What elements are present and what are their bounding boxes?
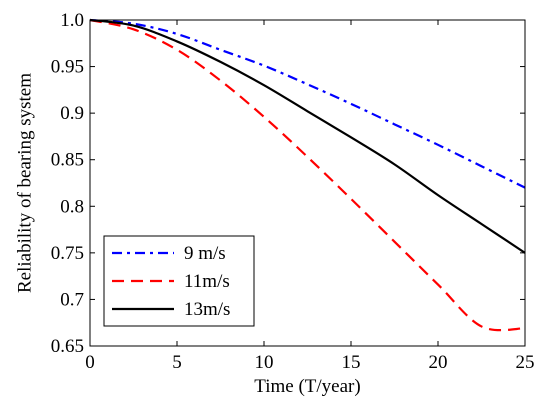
x-tick-label: 15 (342, 352, 361, 373)
series-line-1 (89, 18, 526, 332)
x-tick-label: 0 (85, 352, 95, 373)
y-tick-label: 0.75 (51, 243, 84, 264)
y-tick-label: 0.65 (51, 336, 84, 357)
y-axis-label: Reliability of bearing system (14, 73, 35, 293)
plot-frame (89, 19, 526, 347)
y-tick-label: 0.95 (51, 57, 84, 78)
y-tick-label: 1.0 (60, 10, 84, 31)
y-tick-label: 0.7 (60, 289, 84, 310)
series-line-2 (89, 18, 526, 254)
x-tick-label: 20 (429, 352, 448, 373)
x-axis-label: Time (T/year) (254, 376, 360, 397)
legend: 9 m/s 11m/s 13m/s (103, 235, 255, 327)
legend-box (103, 235, 255, 327)
x-axis-ticks: 0 5 10 15 20 25 (85, 20, 535, 373)
x-tick-label: 5 (172, 352, 182, 373)
legend-label: 9 m/s (184, 243, 226, 264)
legend-label: 13m/s (184, 299, 230, 320)
y-tick-label: 0.8 (60, 196, 84, 217)
x-tick-label: 25 (516, 352, 535, 373)
x-tick-label: 10 (255, 352, 274, 373)
y-axis-ticks: 0.65 0.7 0.75 0.8 0.85 0.9 0.95 1.0 (51, 10, 525, 357)
series-line-0 (89, 18, 526, 189)
legend-label: 11m/s (184, 271, 230, 292)
series-layer (89, 18, 526, 332)
y-tick-label: 0.9 (60, 103, 84, 124)
y-tick-label: 0.85 (51, 150, 84, 171)
